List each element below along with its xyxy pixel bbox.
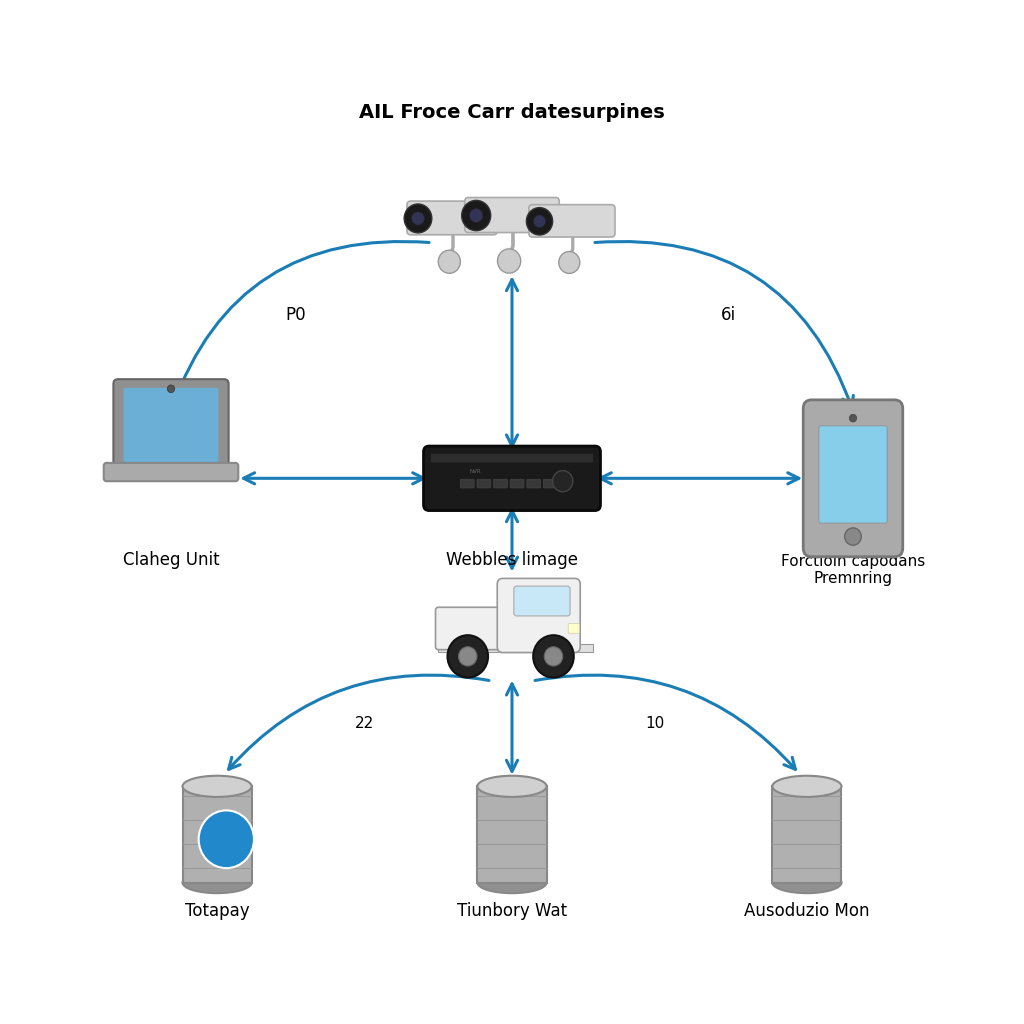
- Text: Forctioin capodans
Premnring: Forctioin capodans Premnring: [781, 554, 925, 586]
- Circle shape: [553, 471, 572, 492]
- FancyBboxPatch shape: [182, 786, 252, 883]
- Text: 10: 10: [645, 716, 665, 731]
- Circle shape: [534, 635, 573, 678]
- FancyBboxPatch shape: [407, 201, 498, 234]
- Circle shape: [447, 635, 488, 678]
- FancyBboxPatch shape: [498, 579, 581, 652]
- Text: 6i: 6i: [721, 306, 736, 324]
- FancyBboxPatch shape: [103, 463, 239, 481]
- FancyBboxPatch shape: [435, 607, 510, 649]
- Circle shape: [534, 215, 546, 227]
- Circle shape: [462, 201, 490, 230]
- Text: P0: P0: [285, 306, 306, 324]
- FancyBboxPatch shape: [528, 205, 615, 237]
- Circle shape: [498, 249, 521, 273]
- Text: Ausoduzio Mon: Ausoduzio Mon: [744, 902, 869, 921]
- Circle shape: [559, 252, 580, 273]
- Text: 22: 22: [355, 716, 374, 731]
- FancyBboxPatch shape: [424, 446, 600, 511]
- Ellipse shape: [772, 776, 842, 797]
- Circle shape: [526, 208, 553, 236]
- Circle shape: [459, 647, 477, 666]
- Text: Claheg Unit: Claheg Unit: [123, 551, 219, 569]
- Circle shape: [199, 810, 254, 868]
- FancyBboxPatch shape: [772, 786, 842, 883]
- Ellipse shape: [182, 872, 252, 893]
- FancyBboxPatch shape: [510, 479, 524, 487]
- Circle shape: [845, 528, 861, 545]
- Ellipse shape: [477, 776, 547, 797]
- Ellipse shape: [477, 872, 547, 893]
- Circle shape: [412, 212, 424, 225]
- Ellipse shape: [182, 776, 252, 797]
- FancyBboxPatch shape: [124, 388, 218, 462]
- FancyBboxPatch shape: [431, 454, 593, 463]
- FancyBboxPatch shape: [477, 479, 490, 487]
- Circle shape: [438, 250, 461, 273]
- FancyBboxPatch shape: [514, 586, 570, 616]
- FancyBboxPatch shape: [494, 479, 508, 487]
- FancyBboxPatch shape: [465, 198, 559, 232]
- Circle shape: [167, 385, 175, 392]
- FancyBboxPatch shape: [544, 479, 557, 487]
- Text: Webbles limage: Webbles limage: [446, 551, 578, 569]
- Ellipse shape: [772, 872, 842, 893]
- FancyBboxPatch shape: [819, 426, 887, 523]
- FancyBboxPatch shape: [803, 399, 903, 557]
- FancyBboxPatch shape: [477, 786, 547, 883]
- FancyBboxPatch shape: [526, 479, 541, 487]
- FancyBboxPatch shape: [438, 644, 593, 651]
- Text: NVR: NVR: [469, 469, 481, 474]
- Text: AIL Froce Carr datesurpines: AIL Froce Carr datesurpines: [359, 103, 665, 122]
- Circle shape: [404, 204, 432, 232]
- Circle shape: [849, 415, 857, 422]
- FancyBboxPatch shape: [461, 479, 474, 487]
- FancyBboxPatch shape: [568, 624, 580, 633]
- Circle shape: [469, 209, 483, 222]
- FancyBboxPatch shape: [114, 379, 228, 471]
- Circle shape: [544, 647, 563, 666]
- Text: Tiunbory Wat: Tiunbory Wat: [457, 902, 567, 921]
- Text: Totapay: Totapay: [184, 902, 250, 921]
